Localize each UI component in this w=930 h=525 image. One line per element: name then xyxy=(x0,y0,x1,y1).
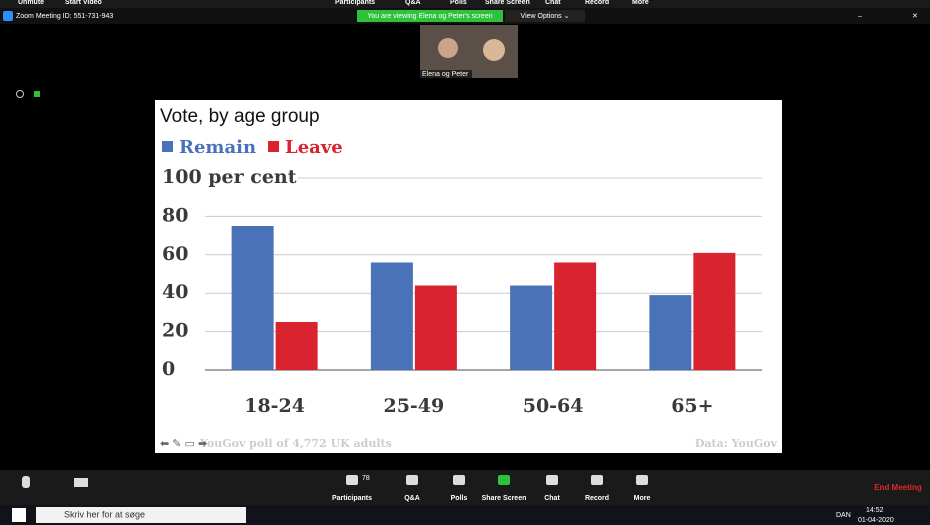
top-strip-label[interactable]: Record xyxy=(585,0,609,6)
annotation-tools: ⬅ ✎ ▭ ➡ xyxy=(160,438,207,450)
legend-swatch xyxy=(162,141,173,152)
x-tick-label: 25-49 xyxy=(383,395,444,417)
y-tick-label: 80 xyxy=(162,204,188,226)
toolbar-button[interactable]: Polls xyxy=(451,495,468,502)
top-strip-label[interactable]: Unmute xyxy=(18,0,44,6)
toolbar-icon[interactable] xyxy=(636,475,648,485)
camera-icon[interactable] xyxy=(74,478,88,487)
start-button[interactable] xyxy=(12,508,26,522)
view-options-text[interactable]: View Options ⌄ xyxy=(521,13,570,20)
bar xyxy=(276,322,318,370)
close[interactable]: ✕ xyxy=(912,13,918,20)
x-tick-label: 18-24 xyxy=(244,395,305,417)
face xyxy=(438,38,458,58)
bar xyxy=(510,286,552,370)
toolbar-icon[interactable] xyxy=(498,475,510,485)
top-strip-label[interactable]: Start Video xyxy=(65,0,102,6)
bar xyxy=(554,262,596,370)
top-strip-label[interactable]: Chat xyxy=(545,0,561,6)
toolbar-button[interactable]: Share Screen xyxy=(482,495,527,502)
toolbar-button[interactable]: Q&A xyxy=(404,495,420,502)
spacer xyxy=(0,455,930,470)
toolbar-button[interactable]: Participants xyxy=(332,495,372,502)
lang: DAN xyxy=(836,512,851,519)
toolbar-icon[interactable] xyxy=(453,475,465,485)
x-tick-label: 50-64 xyxy=(523,395,584,417)
top-strip-label[interactable]: Participants xyxy=(335,0,375,6)
end-meeting[interactable]: End Meeting xyxy=(874,483,922,492)
mic-icon[interactable] xyxy=(22,476,30,488)
info-icon[interactable] xyxy=(17,91,24,98)
toolbar-button[interactable]: Chat xyxy=(544,495,560,502)
date: 01-04-2020 xyxy=(858,517,894,524)
top-strip-label[interactable]: Q&A xyxy=(405,0,421,6)
legend-swatch xyxy=(268,141,279,152)
top-strip-label[interactable]: Share Screen xyxy=(485,0,530,6)
search-text[interactable]: Skriv her for at søge xyxy=(64,509,145,519)
chart-title: Vote, by age group xyxy=(160,106,320,127)
lock-icon xyxy=(34,91,40,97)
legend-label: Leave xyxy=(285,137,343,158)
legend-label: Remain xyxy=(179,137,256,158)
toolbar-icon[interactable] xyxy=(406,475,418,485)
bar xyxy=(371,262,413,370)
zoom-icon xyxy=(3,11,13,21)
zoom-window: Zoom Meeting ID: 551-731-943 You are vie… xyxy=(0,0,930,525)
toolbar-icon[interactable] xyxy=(546,475,558,485)
banner-text: You are viewing Elena og Peter's screen xyxy=(367,13,492,20)
source-left: YouGov poll of 4,772 UK adults xyxy=(199,437,392,450)
bar xyxy=(649,295,691,370)
toolbar-icon[interactable] xyxy=(346,475,358,485)
video-name: Elena og Peter xyxy=(422,71,469,78)
toolbar-button[interactable]: Record xyxy=(585,495,609,502)
bar xyxy=(415,286,457,370)
y-tick-label: 100 per cent xyxy=(162,166,297,188)
y-tick-label: 20 xyxy=(162,320,188,342)
toolbar-icon[interactable] xyxy=(591,475,603,485)
y-tick-label: 0 xyxy=(162,358,175,380)
x-tick-label: 65+ xyxy=(671,395,713,417)
y-tick-label: 40 xyxy=(162,281,188,303)
toolbar-button[interactable]: More xyxy=(634,495,651,502)
source-right: Data: YouGov xyxy=(695,437,778,450)
top-strip-label[interactable]: Polls xyxy=(450,0,467,6)
minimize[interactable]: – xyxy=(858,13,862,20)
meeting-id: Zoom Meeting ID: 551-731-943 xyxy=(16,13,113,20)
time: 14:52 xyxy=(866,507,884,514)
participants-count: 78 xyxy=(362,475,370,482)
bar xyxy=(232,226,274,370)
face xyxy=(483,39,505,61)
y-tick-label: 60 xyxy=(162,243,188,265)
top-strip-label[interactable]: More xyxy=(632,0,649,6)
bar xyxy=(693,253,735,370)
